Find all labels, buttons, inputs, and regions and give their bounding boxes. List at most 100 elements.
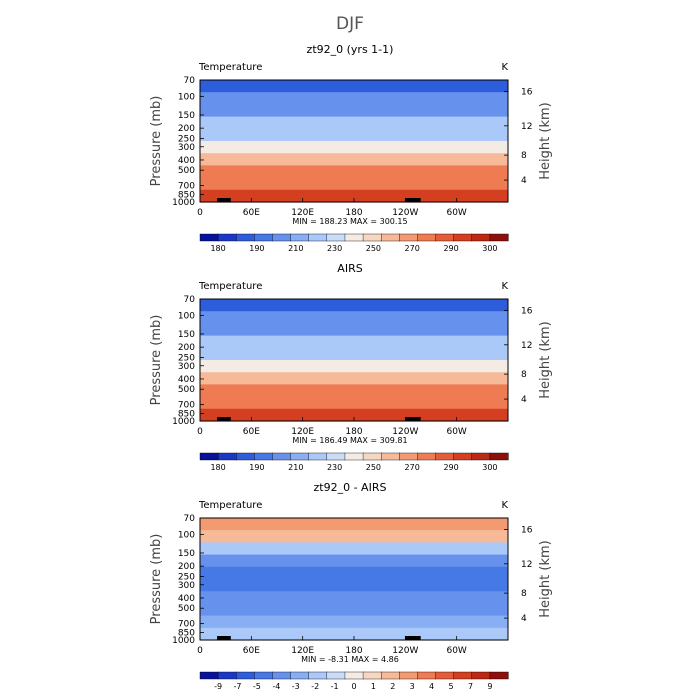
x-tick-label: 120W — [392, 208, 418, 218]
colorbar-swatch — [453, 233, 473, 242]
colorbar-label: 3 — [410, 682, 415, 691]
colorbar-label: 190 — [249, 244, 264, 253]
pressure-tick-label: 70 — [184, 295, 196, 305]
x-tick-label: 60E — [243, 208, 260, 218]
colorbar-label: 290 — [443, 463, 458, 472]
height-tick-label: 12 — [521, 122, 532, 132]
colorbar-label: -2 — [311, 682, 319, 691]
x-tick-label: 0 — [197, 646, 203, 656]
colorbar-swatch — [399, 671, 419, 680]
colorbar-swatch — [417, 671, 437, 680]
colorbar-label: -3 — [292, 682, 300, 691]
contour-band — [200, 311, 508, 324]
height-tick-label: 4 — [521, 176, 527, 186]
contour-band — [200, 165, 508, 179]
panel-title: zt92_0 - AIRS — [314, 481, 387, 494]
contour-band — [200, 177, 508, 191]
pressure-tick-label: 700 — [178, 620, 195, 630]
colorbar-label: 1 — [371, 682, 376, 691]
terrain-mask — [217, 417, 231, 421]
contour-band — [200, 104, 508, 118]
colorbar-swatch — [308, 452, 328, 461]
units-label: K — [501, 281, 508, 292]
x-tick-label: 60W — [446, 208, 466, 218]
min-max-text: MIN = 186.49 MAX = 309.81 — [292, 436, 407, 445]
pressure-tick-label: 1000 — [172, 636, 195, 646]
terrain-mask — [405, 417, 421, 421]
colorbar-swatch — [399, 452, 419, 461]
colorbar-label: 4 — [429, 682, 434, 691]
height-tick-label: 4 — [521, 395, 527, 405]
colorbar-label: 190 — [249, 463, 264, 472]
colorbar-swatch — [453, 671, 473, 680]
colorbar-label: 300 — [482, 463, 497, 472]
pressure-tick-label: 70 — [184, 76, 196, 86]
main-title: DJF — [336, 14, 364, 34]
contour-band — [200, 299, 508, 312]
pressure-tick-label: 700 — [178, 182, 195, 192]
contour-band — [200, 80, 508, 93]
colorbar-swatch — [453, 452, 473, 461]
colorbar-swatch — [326, 671, 346, 680]
colorbar-label: -4 — [272, 682, 280, 691]
min-max-text: MIN = 188.23 MAX = 300.15 — [292, 217, 407, 226]
colorbar-swatch — [199, 671, 219, 680]
colorbar-label: 180 — [210, 463, 225, 472]
colorbar-swatch — [236, 452, 255, 461]
colorbar-swatch — [199, 452, 219, 461]
contour-band — [200, 408, 508, 422]
colorbar-swatch — [344, 671, 364, 680]
contour-band — [200, 518, 508, 531]
x-tick-label: 120E — [291, 427, 314, 437]
x-tick-label: 180 — [345, 427, 362, 437]
colorbar-swatch — [308, 233, 328, 242]
pressure-tick-label: 150 — [178, 549, 195, 559]
colorbar-swatch — [326, 233, 346, 242]
pressure-tick-label: 400 — [178, 156, 195, 166]
pressure-tick-label: 150 — [178, 111, 195, 121]
contour-band — [200, 116, 508, 130]
x-tick-label: 180 — [345, 208, 362, 218]
x-tick-label: 120W — [392, 427, 418, 437]
height-axis-label: Height (km) — [538, 321, 553, 398]
x-tick-label: 120W — [392, 646, 418, 656]
colorbar-swatch — [399, 233, 419, 242]
pressure-tick-label: 400 — [178, 594, 195, 604]
pressure-tick-label: 70 — [184, 514, 196, 524]
colorbar-swatch — [489, 233, 509, 242]
colorbar-label: 5 — [449, 682, 454, 691]
colorbar-label: 9 — [487, 682, 492, 691]
variable-label: Temperature — [198, 500, 262, 511]
pressure-tick-label: 200 — [178, 124, 195, 134]
pressure-tick-label: 300 — [178, 581, 195, 591]
contour-band — [200, 396, 508, 410]
contour-band — [200, 372, 508, 385]
colorbar-swatch — [272, 671, 292, 680]
colorbar-label: -1 — [331, 682, 339, 691]
colorbar-swatch — [217, 452, 237, 461]
colorbar-swatch — [435, 671, 455, 680]
contour-band — [200, 566, 508, 580]
colorbar-swatch — [489, 671, 509, 680]
units-label: K — [501, 62, 508, 73]
x-tick-label: 0 — [197, 427, 203, 437]
pressure-tick-label: 100 — [178, 311, 195, 321]
terrain-mask — [217, 198, 231, 202]
pressure-axis-label: Pressure (mb) — [149, 96, 164, 187]
colorbar-swatch — [308, 671, 328, 680]
contour-band — [200, 554, 508, 568]
pressure-axis-label: Pressure (mb) — [149, 315, 164, 406]
x-tick-label: 120E — [291, 208, 314, 218]
variable-label: Temperature — [198, 281, 262, 292]
pressure-tick-label: 250 — [178, 572, 195, 582]
colorbar-swatch — [254, 671, 274, 680]
panel-title: zt92_0 (yrs 1-1) — [307, 43, 394, 56]
pressure-tick-label: 500 — [178, 166, 195, 176]
colorbar-swatch — [362, 671, 382, 680]
height-tick-label: 8 — [521, 151, 527, 161]
colorbar-label: 290 — [443, 244, 458, 253]
colorbar-swatch — [417, 233, 437, 242]
contour-band — [200, 530, 508, 543]
height-tick-label: 16 — [521, 526, 533, 536]
